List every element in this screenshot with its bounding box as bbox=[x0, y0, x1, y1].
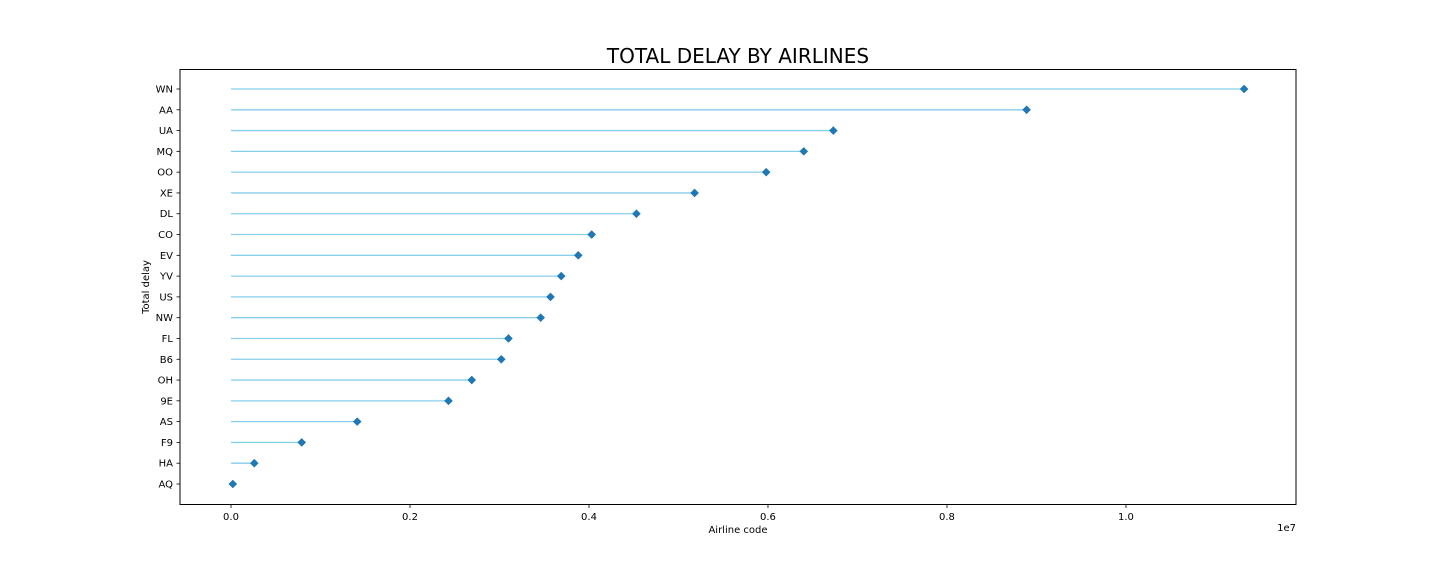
y-axis-label: Total delay bbox=[141, 260, 152, 315]
marker-f9 bbox=[297, 438, 307, 447]
y-tick-label-aq: AQ bbox=[158, 480, 173, 491]
marker-fl bbox=[504, 334, 513, 343]
marker-yv bbox=[556, 271, 566, 281]
marker-nw bbox=[536, 313, 545, 322]
marker-xe bbox=[690, 188, 699, 198]
x-tick-label: 0.0 bbox=[223, 512, 239, 523]
y-tick-label-co: CO bbox=[158, 230, 173, 241]
y-tick-label-yv: YV bbox=[159, 272, 173, 283]
y-tick-label-9e: 9E bbox=[160, 396, 173, 407]
marker-ev bbox=[573, 251, 583, 260]
x-tick-label: 0.4 bbox=[581, 512, 597, 523]
marker-dl bbox=[632, 209, 641, 219]
marker-aa bbox=[1022, 105, 1031, 115]
y-tick-label-b6: B6 bbox=[160, 355, 173, 366]
x-offset-text: 1e7 bbox=[1277, 523, 1296, 534]
marker-co bbox=[587, 230, 596, 239]
y-tick-label-f9: F9 bbox=[161, 438, 173, 449]
y-tick-label-nw: NW bbox=[156, 313, 173, 324]
y-tick-label-wn: WN bbox=[156, 85, 173, 96]
marker-aq bbox=[228, 479, 238, 489]
y-tick-label-ha: HA bbox=[159, 459, 174, 470]
x-tick-label: 0.8 bbox=[939, 512, 955, 523]
x-tick-label: 0.2 bbox=[402, 512, 418, 523]
y-tick-label-us: US bbox=[159, 292, 173, 303]
x-axis-ticks: 0.0 0.2 0.4 0.6 0.8 1.0 bbox=[223, 504, 1134, 523]
markers-group bbox=[228, 84, 1249, 489]
y-tick-label-ua: UA bbox=[159, 126, 173, 137]
y-tick-label-dl: DL bbox=[160, 209, 174, 220]
marker-mq bbox=[799, 147, 809, 156]
y-tick-label-ev: EV bbox=[160, 251, 173, 262]
y-tick-label-oo: OO bbox=[157, 168, 173, 179]
x-axis-label: Airline code bbox=[708, 525, 767, 536]
plot-frame bbox=[179, 69, 1297, 505]
marker-b6 bbox=[496, 354, 506, 364]
marker-ha bbox=[249, 458, 259, 468]
chart-title: TOTAL DELAY BY AIRLINES bbox=[606, 44, 869, 68]
y-tick-label-as: AS bbox=[160, 417, 173, 428]
marker-ua bbox=[829, 126, 838, 135]
marker-9e bbox=[444, 396, 453, 406]
x-tick-label: 0.6 bbox=[760, 512, 776, 523]
y-tick-label-mq: MQ bbox=[157, 147, 174, 158]
marker-oh bbox=[467, 375, 477, 385]
y-axis-ticks: WN AA UA MQ OO XE DL CO EV YV US NW FL B6 OH 9E AS F9 HA AQ bbox=[156, 85, 180, 491]
y-tick-label-fl: FL bbox=[162, 334, 174, 345]
y-tick-label-oh: OH bbox=[158, 376, 173, 387]
y-tick-label-xe: XE bbox=[160, 188, 173, 199]
marker-wn bbox=[1239, 84, 1249, 94]
marker-oo bbox=[761, 167, 771, 177]
stems-group bbox=[231, 88, 1245, 485]
marker-as bbox=[352, 417, 362, 426]
marker-us bbox=[546, 292, 555, 302]
y-tick-label-aa: AA bbox=[159, 105, 173, 116]
x-tick-label: 1.0 bbox=[1118, 512, 1134, 523]
